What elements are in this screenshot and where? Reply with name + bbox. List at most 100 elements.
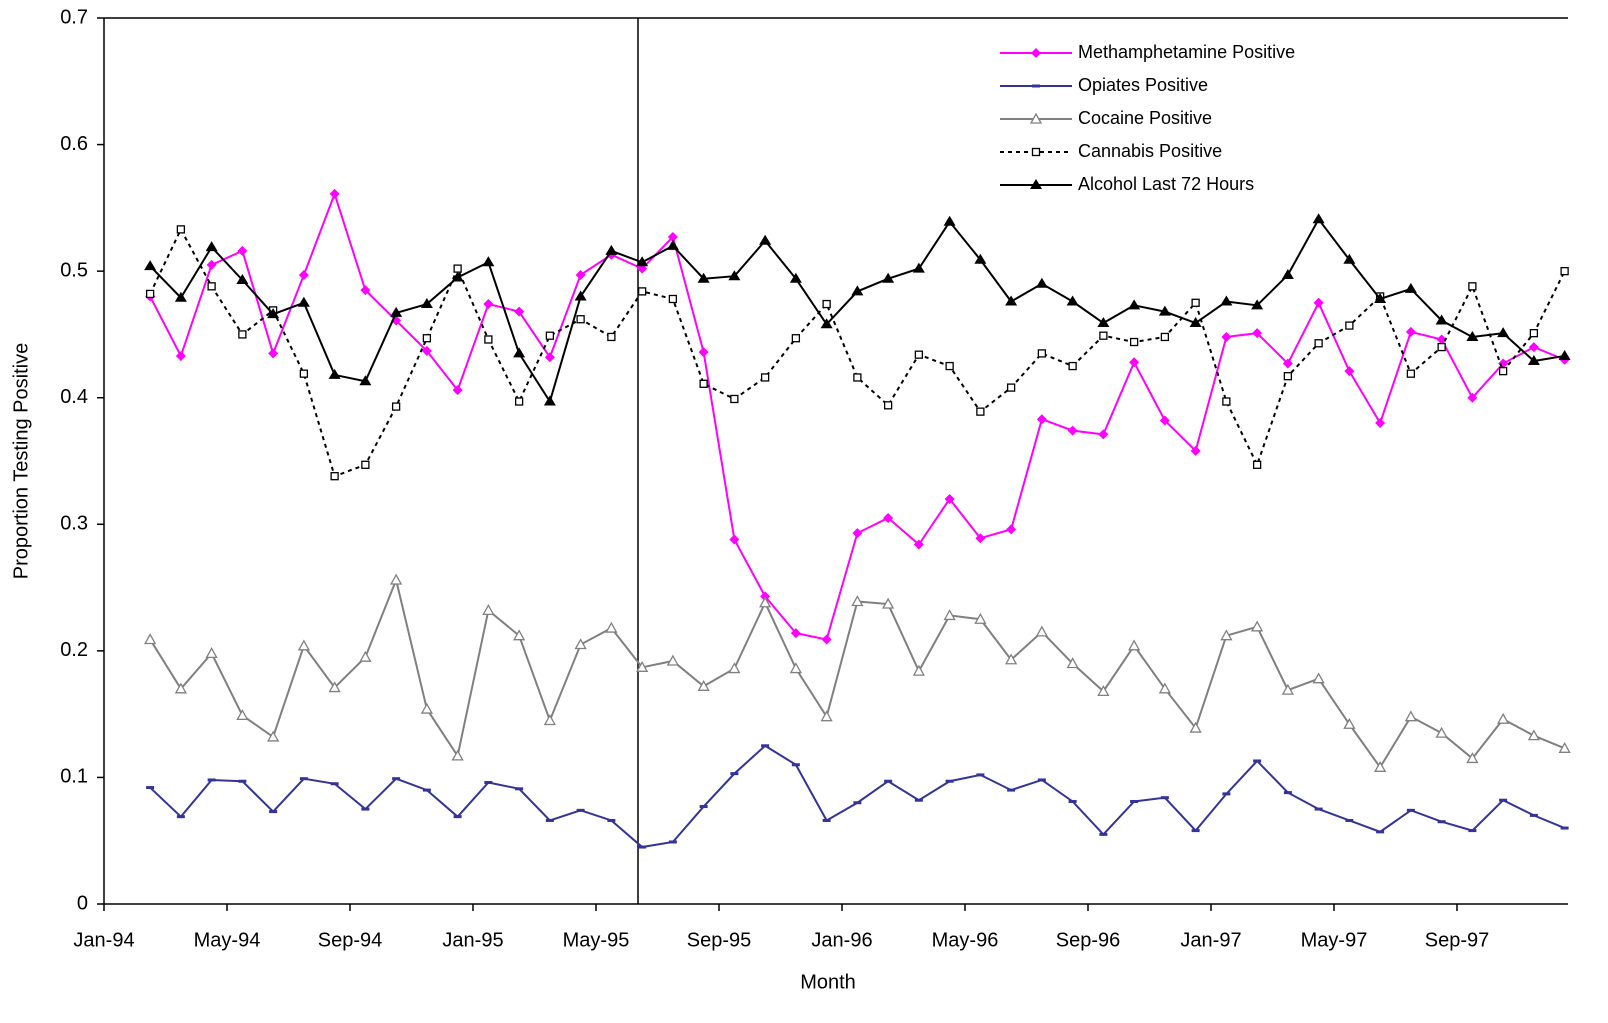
point [1252, 328, 1263, 339]
point [728, 270, 741, 281]
point [1097, 317, 1110, 328]
point [545, 331, 555, 340]
x-tick-label: Sep-97 [1425, 929, 1490, 951]
point [699, 805, 708, 809]
point [1130, 799, 1139, 803]
point [1529, 329, 1539, 338]
point [545, 818, 554, 822]
point [820, 318, 833, 329]
x-tick-label: May-95 [563, 929, 630, 951]
point [1499, 798, 1508, 802]
point [268, 348, 279, 359]
point [1251, 620, 1264, 632]
point [207, 282, 216, 291]
series-line [149, 227, 1566, 478]
point [1099, 331, 1108, 340]
point [391, 402, 401, 411]
series-line [149, 744, 1566, 849]
point [238, 330, 247, 339]
y-tick-label: 0.7 [60, 6, 88, 28]
point [174, 682, 187, 694]
x-tick-label: May-97 [1301, 929, 1368, 951]
y-tick-label: 0.6 [60, 133, 88, 155]
point [298, 269, 309, 280]
point [730, 394, 739, 404]
point [913, 539, 924, 550]
point [852, 528, 863, 539]
point [451, 749, 464, 761]
point [453, 815, 462, 819]
point [1374, 760, 1387, 772]
point [761, 744, 770, 748]
series-line [149, 576, 1566, 770]
point [944, 493, 955, 504]
point [1158, 682, 1171, 694]
point [728, 662, 741, 674]
point [1314, 339, 1323, 348]
point [759, 596, 772, 608]
point [698, 347, 709, 358]
point [390, 306, 403, 317]
point [421, 345, 432, 356]
point [697, 272, 710, 283]
x-tick-label: Sep-95 [687, 929, 752, 951]
point [976, 407, 985, 416]
point [912, 262, 925, 273]
point [1191, 829, 1200, 833]
point [390, 573, 403, 585]
point [853, 801, 862, 805]
point [943, 215, 956, 226]
point [1405, 326, 1416, 337]
point [668, 840, 677, 844]
point [544, 352, 555, 363]
point [976, 773, 985, 777]
point [884, 779, 893, 783]
point [1406, 808, 1415, 812]
point [1191, 298, 1200, 307]
point [422, 788, 431, 792]
point [1282, 358, 1293, 369]
point [1129, 357, 1140, 368]
point [1189, 721, 1202, 733]
point [1005, 653, 1018, 665]
point [175, 350, 186, 361]
point [236, 274, 249, 285]
point [329, 188, 340, 199]
point [392, 777, 401, 781]
point [1253, 759, 1262, 763]
point [853, 373, 862, 382]
point [328, 368, 341, 379]
x-tick-label: Sep-94 [318, 929, 383, 951]
point [576, 808, 585, 812]
point [1222, 397, 1231, 406]
point [1220, 295, 1233, 306]
point [1436, 334, 1447, 345]
point [791, 334, 801, 343]
point [359, 375, 372, 386]
point [1006, 383, 1016, 392]
point [297, 296, 310, 307]
point [1312, 213, 1325, 224]
point [914, 798, 923, 802]
point [607, 332, 616, 342]
point [238, 779, 247, 783]
point [1252, 460, 1262, 469]
point [1497, 327, 1510, 338]
y-tick-label: 0.1 [60, 766, 88, 788]
point [1220, 629, 1233, 641]
point [1222, 792, 1231, 796]
point [482, 256, 495, 267]
point [1035, 277, 1048, 288]
legend-marker [1031, 48, 1041, 58]
point [851, 285, 864, 296]
point [576, 315, 585, 324]
point [605, 621, 618, 633]
y-tick-label: 0.3 [60, 513, 88, 535]
point [1066, 657, 1079, 669]
point [697, 679, 710, 691]
y-axis-title: Proportion Testing Positive [10, 343, 32, 579]
point [1527, 355, 1540, 366]
point [883, 401, 893, 410]
point [176, 815, 185, 819]
